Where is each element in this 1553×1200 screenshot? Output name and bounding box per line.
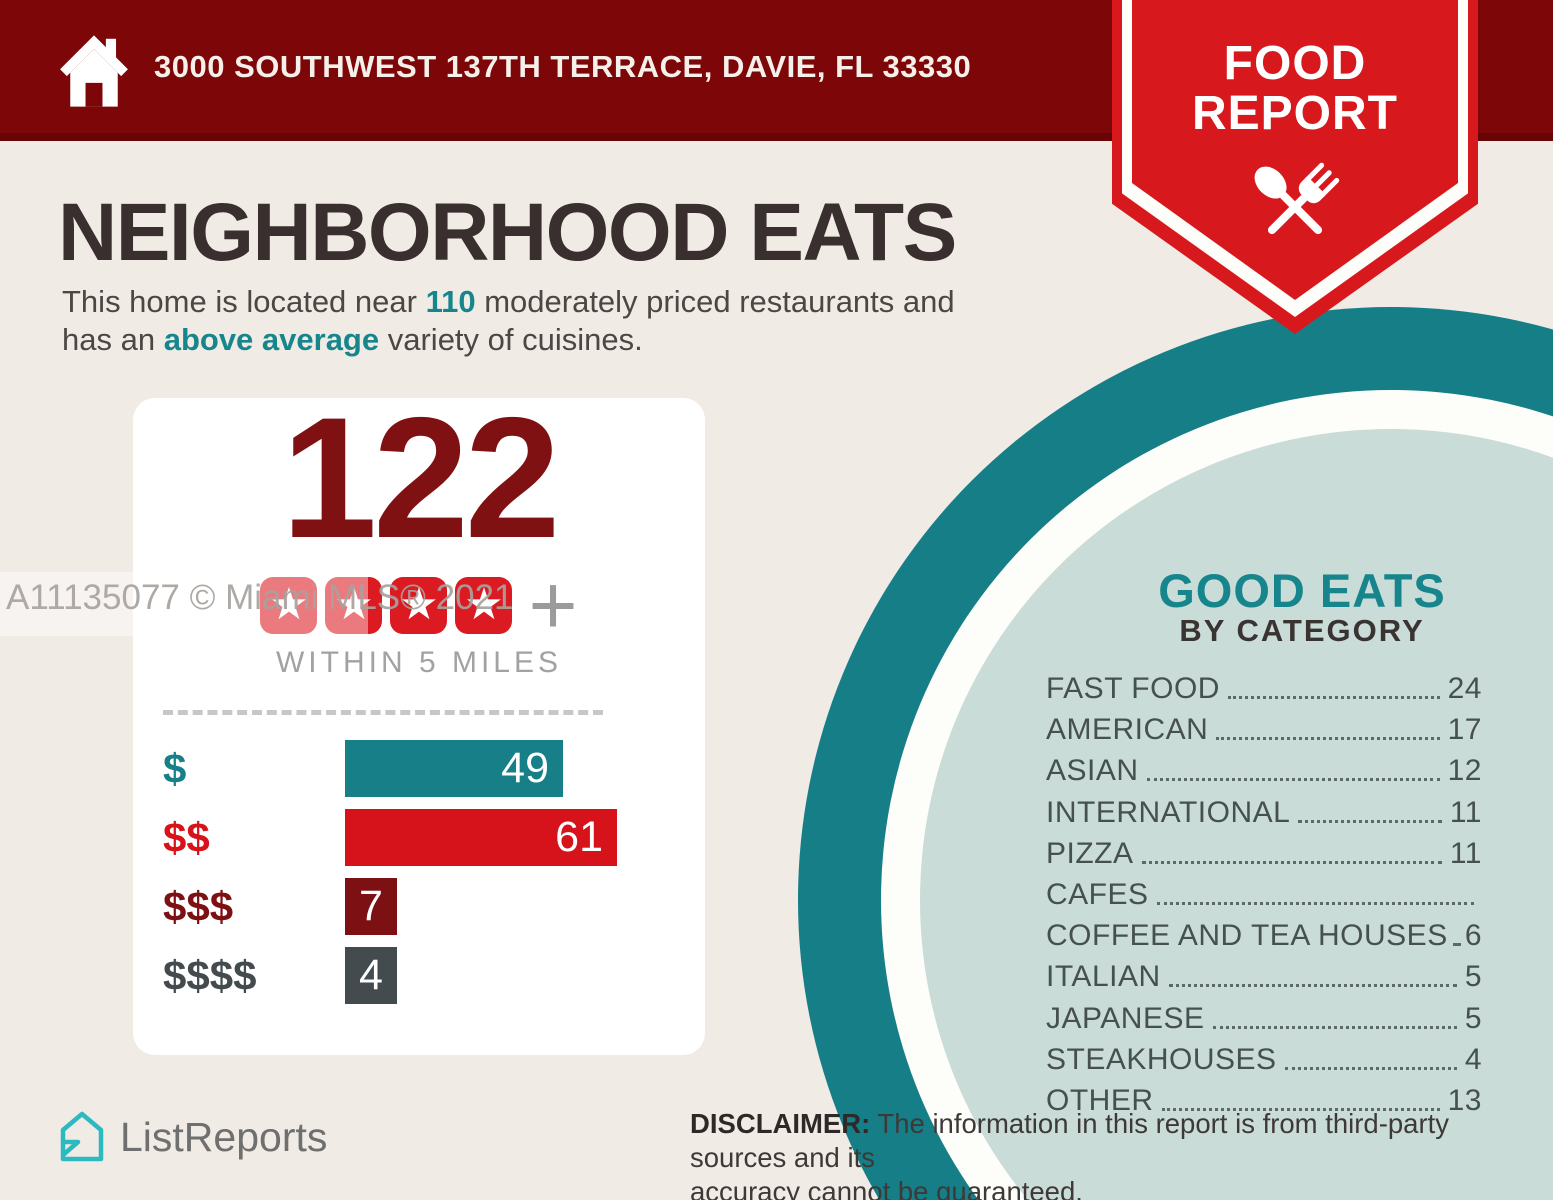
price-tier-label: $ <box>163 745 187 792</box>
category-value: 5 <box>1464 1001 1482 1035</box>
price-tier-label: $$$$ <box>163 952 257 999</box>
category-label: ASIAN <box>1046 754 1139 788</box>
dotted-leader <box>1212 998 1457 1029</box>
ribbon-word-food: FOOD <box>1223 37 1367 90</box>
price-tier-label: $$ <box>163 814 210 861</box>
category-row: ITALIAN 5 <box>1046 956 1482 997</box>
intro-line-1: This home is located near 110 moderately… <box>62 284 955 319</box>
price-bar-row: $$$ 7 <box>133 878 705 935</box>
category-label: INTERNATIONAL <box>1046 795 1291 829</box>
category-row: CAFES <box>1046 874 1482 915</box>
category-row: PIZZA 11 <box>1046 833 1482 874</box>
disclaimer: DISCLAIMER: The information in this repo… <box>690 1107 1480 1200</box>
category-value: 24 <box>1447 672 1482 705</box>
dotted-leader <box>1298 792 1442 823</box>
dotted-leader <box>1168 956 1457 988</box>
restaurant-summary-card: 122 ★ ★ ★ ★ + WITHIN 5 MILES $49 $$ 61 $$$ 7 $$$$… <box>133 392 705 1055</box>
price-bar: 49 <box>345 740 563 797</box>
price-bar-value: 4 <box>359 951 383 999</box>
dotted-leader <box>1227 668 1440 699</box>
star-icon: ★ <box>390 577 448 634</box>
price-bar: 4 <box>345 947 397 1004</box>
category-row: INTERNATIONAL 11 <box>1046 792 1482 833</box>
mls-watermark: A11135077 © Miami MLS® 2021 <box>6 578 514 617</box>
food-report-ribbon: FOOD REPORT <box>1112 0 1478 334</box>
ribbon-word-report: REPORT <box>1191 87 1398 140</box>
category-label: CAFES <box>1046 877 1149 911</box>
price-bar-row: $$$$ 4 <box>133 947 705 1004</box>
disclaimer-line-1: DISCLAIMER: The information in this repo… <box>690 1108 1450 1173</box>
intro-line-2: has an above average variety of cuisines… <box>62 321 643 357</box>
category-value: 17 <box>1447 713 1482 747</box>
disclaimer-line-2: accuracy cannot be guaranteed. <box>690 1176 1083 1200</box>
dotted-leader <box>1146 750 1440 782</box>
price-bar: 7 <box>345 878 397 935</box>
listreports-house-icon <box>60 1111 104 1162</box>
star-glyph: ★ <box>399 578 439 630</box>
category-value: 11 <box>1449 836 1482 870</box>
category-label: OTHER <box>1046 1083 1154 1117</box>
price-tier-label: $$$ <box>163 883 234 930</box>
intro-text: This home is located near 110 moderately… <box>62 283 955 358</box>
price-bar-value: 61 <box>555 813 603 861</box>
category-label: ITALIAN <box>1046 960 1161 994</box>
category-value: 13 <box>1447 1083 1482 1117</box>
category-label: COFFEE AND TEA HOUSES <box>1046 919 1448 953</box>
radius-caption: WITHIN 5 MILES <box>275 646 563 679</box>
category-row: ASIAN 12 <box>1046 750 1482 791</box>
listreports-logo: ListReports <box>58 1110 327 1164</box>
price-bar-value: 49 <box>501 744 549 792</box>
star-icon: ★ <box>455 577 513 634</box>
category-value: 5 <box>1464 960 1482 994</box>
category-label: FAST FOOD <box>1046 672 1220 705</box>
price-bar: 61 <box>345 809 617 866</box>
category-label: STEAKHOUSES <box>1046 1042 1277 1076</box>
category-label: AMERICAN <box>1046 713 1209 747</box>
watermark-backdrop <box>0 572 368 636</box>
dotted-leader <box>1161 1080 1440 1111</box>
plus-icon: + <box>528 558 578 652</box>
dotted-leader <box>1156 874 1474 905</box>
category-label: JAPANESE <box>1046 1001 1205 1035</box>
property-address: 3000 SOUTHWEST 137TH TERRACE, DAVIE, FL … <box>154 49 972 84</box>
category-value: 11 <box>1449 795 1482 829</box>
dotted-leader <box>1216 709 1440 741</box>
star-icon: ★ <box>260 577 318 634</box>
dotted-leader <box>1284 1039 1457 1070</box>
good-eats-subtitle: BY CATEGORY <box>1179 613 1425 648</box>
utensils-icon <box>1254 162 1340 235</box>
restaurant-count: 110 <box>425 284 476 319</box>
star-rating: ★ ★ ★ ★ + <box>133 558 705 652</box>
total-restaurant-count: 122 <box>281 382 561 574</box>
category-row: OTHER 13 <box>1046 1080 1482 1121</box>
price-bar-row: $49 <box>133 740 705 797</box>
page-title: NEIGHBORHOOD EATS <box>58 187 957 278</box>
category-value: 12 <box>1447 754 1482 788</box>
star-glyph: ★ <box>334 578 374 630</box>
category-label: PIZZA <box>1046 836 1134 870</box>
category-value: 4 <box>1464 1042 1482 1076</box>
dotted-leader <box>1455 915 1457 947</box>
category-value: 6 <box>1464 919 1482 953</box>
variety-highlight: above average <box>163 321 380 357</box>
dotted-leader <box>1141 833 1442 864</box>
good-eats-title: GOOD EATS <box>1158 564 1446 617</box>
star-glyph: ★ <box>464 578 504 630</box>
home-icon <box>60 35 128 107</box>
category-row: COFFEE AND TEA HOUSES 6 <box>1046 915 1482 956</box>
listreports-wordmark: ListReports <box>120 1113 328 1160</box>
category-row: FAST FOOD 24 <box>1046 668 1482 709</box>
category-list: FAST FOOD 24 AMERICAN 17 ASIAN 12 INTERNATIONA… <box>1046 668 1482 1121</box>
category-row: JAPANESE 5 <box>1046 998 1482 1039</box>
price-bar-row: $$ 61 <box>133 809 705 866</box>
star-glyph: ★ <box>269 578 309 630</box>
category-row: AMERICAN 17 <box>1046 709 1482 750</box>
category-row: STEAKHOUSES 4 <box>1046 1039 1482 1080</box>
star-icon: ★ <box>325 577 383 634</box>
dashed-divider <box>163 710 603 715</box>
price-bar-value: 7 <box>359 882 383 930</box>
